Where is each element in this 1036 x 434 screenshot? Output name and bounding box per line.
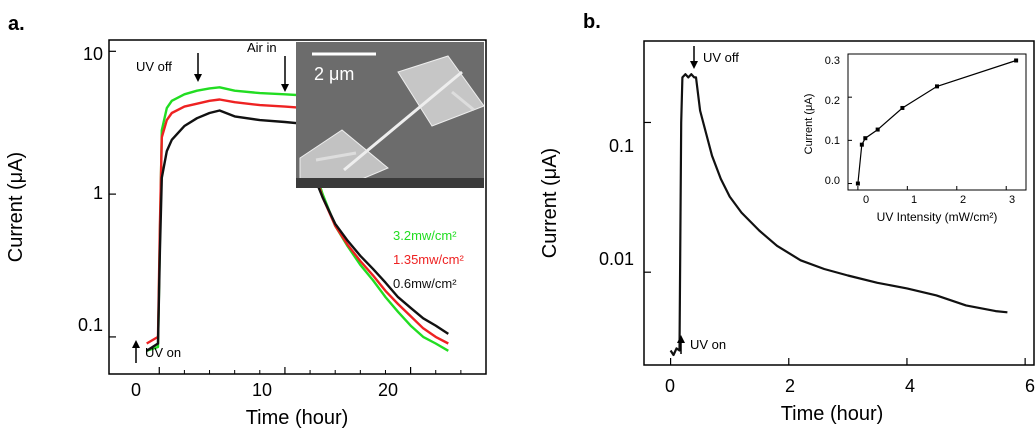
panel-a: a. 10 1 0.1 0 10 20 Time (hour) Current … [5, 13, 487, 429]
sem-nanowire [315, 151, 357, 162]
b-yticks: 0.1 0.01 [599, 136, 634, 269]
b-xtick-label: 2 [785, 376, 795, 396]
a-xtick-label: 0 [131, 380, 141, 400]
plot-b-frame [643, 40, 1035, 366]
b-series-group [669, 73, 1008, 357]
legend-entry: 1.35mw/cm² [393, 252, 464, 267]
b-x-axis-label: Time (hour) [781, 403, 884, 425]
inset-data-point [863, 136, 868, 141]
inset-data-point [855, 181, 860, 186]
a-tick-marks [109, 50, 462, 374]
b-xtick-label: 4 [905, 376, 915, 396]
uv-off-arrowhead [690, 61, 698, 69]
b-ytick-label: 0.1 [609, 136, 634, 156]
inset-data-point [900, 105, 905, 110]
inset-frame [847, 53, 1027, 191]
b-xticks: 0 2 4 6 [665, 376, 1035, 396]
uv-on-arrowhead [132, 340, 140, 348]
inset-y-axis-label: Current (μA) [803, 94, 815, 155]
legend-entry: 0.6mw/cm² [393, 276, 457, 291]
annotation-uv-off: UV off [136, 59, 172, 74]
a-xtick-label: 10 [252, 380, 272, 400]
sem-nanowire [451, 90, 475, 112]
inset-xtick-label: 2 [960, 194, 966, 206]
inset-ytick-label: 0.1 [825, 135, 840, 147]
inset-data-point [875, 127, 880, 132]
a-xticks: 0 10 20 [131, 380, 398, 400]
inset-xtick-label: 1 [911, 194, 917, 206]
panel-b: b. 0.1 0.01 0 2 4 6 Time (hour) Current … [539, 11, 1035, 425]
inset-x-axis-label: UV Intensity (mW/cm²) [877, 210, 998, 224]
sem-image-inset: 2 μm [296, 42, 485, 188]
inset-data-point [935, 84, 939, 89]
legend-entry: 3.2mw/cm² [393, 228, 457, 243]
panel-a-label: a. [8, 13, 25, 35]
b-xtick-label: 6 [1025, 376, 1035, 396]
a-ytick-label: 1 [93, 183, 103, 203]
inset-xtick-label: 0 [863, 194, 869, 206]
inset-data-point [859, 142, 864, 147]
uv-on-arrowhead [677, 335, 685, 343]
inset-series-group [855, 58, 1019, 186]
a-ytick-label: 0.1 [78, 315, 103, 335]
inset-tick-marks [848, 53, 1007, 190]
b-y-axis-label: Current (μA) [539, 148, 561, 258]
inset-ytick-label: 0.0 [825, 175, 840, 187]
a-y-axis-label: Current (μA) [5, 152, 27, 262]
a-x-axis-label: Time (hour) [246, 407, 349, 429]
a-ytick-label: 10 [83, 44, 103, 64]
uv-off-arrowhead [194, 74, 202, 82]
sem-nanowire [343, 70, 463, 172]
a-yticks: 10 1 0.1 [78, 44, 103, 335]
annotation-uv-off: UV off [703, 50, 739, 65]
b-xtick-label: 0 [665, 376, 675, 396]
air-in-arrowhead [281, 84, 289, 92]
b-ytick-label: 0.01 [599, 249, 634, 269]
b-tick-marks [644, 121, 1026, 365]
series-line [669, 73, 1008, 357]
panel-b-label: b. [583, 11, 601, 33]
inset-ytick-label: 0.2 [825, 95, 840, 107]
inset-chart: 0.3 0.2 0.1 0.0 0 1 2 3 UV Intensity (mW… [803, 53, 1027, 224]
annotation-air-in: Air in [247, 40, 277, 55]
sem-info-bar [296, 178, 484, 188]
annotation-uv-on: UV on [690, 337, 726, 352]
annotation-uv-on: UV on [145, 345, 181, 360]
inset-xtick-label: 3 [1009, 194, 1015, 206]
plot-a-frame [108, 39, 487, 375]
inset-ytick-label: 0.3 [825, 55, 840, 67]
scale-bar-label: 2 μm [314, 64, 354, 84]
a-xtick-label: 20 [378, 380, 398, 400]
inset-data-point [1014, 58, 1019, 63]
